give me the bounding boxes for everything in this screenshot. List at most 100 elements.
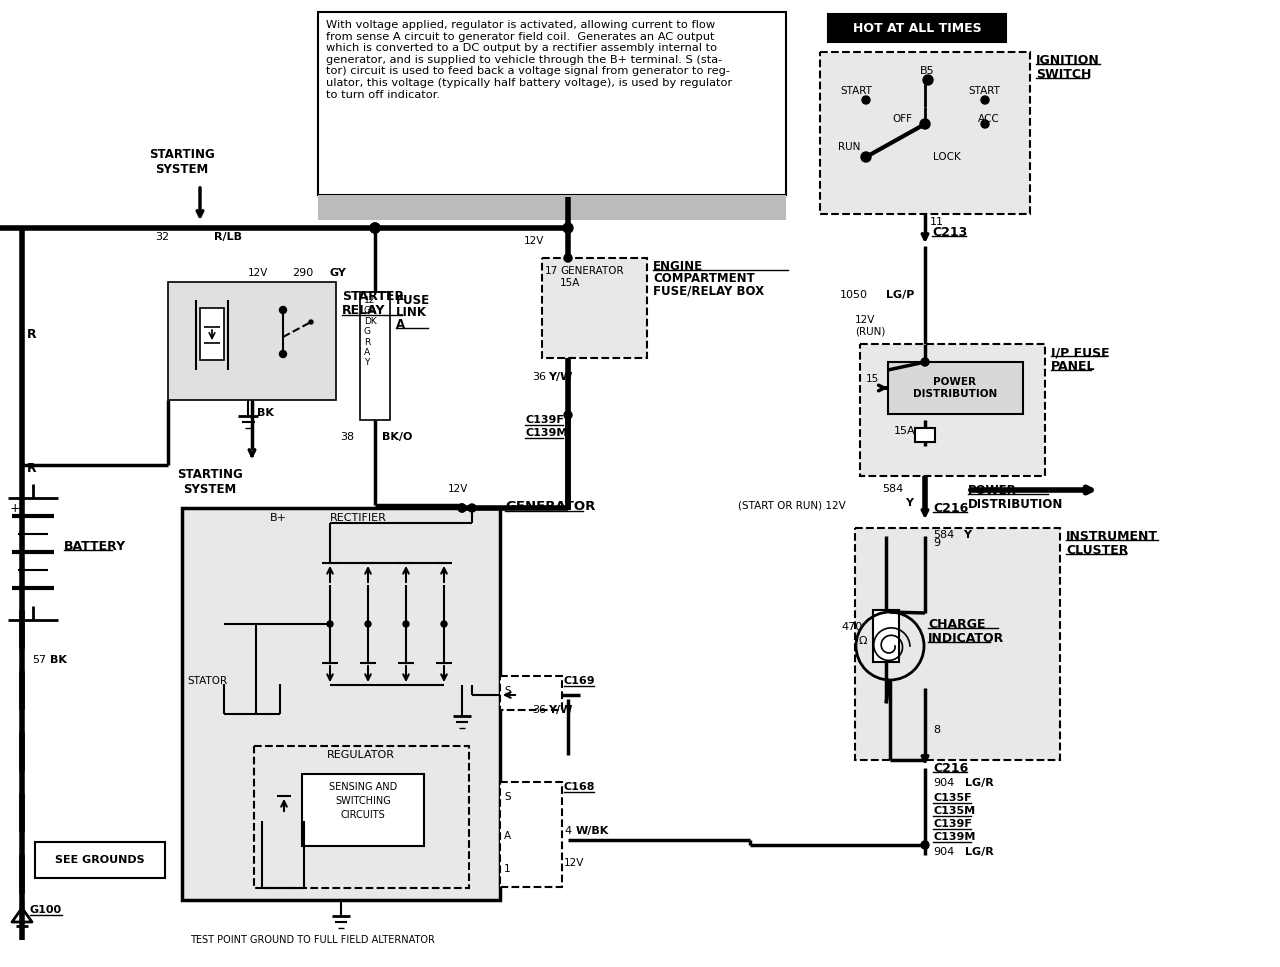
Text: BK: BK [50, 655, 67, 665]
Text: LOCK: LOCK [933, 152, 961, 162]
Circle shape [980, 96, 989, 104]
Text: GENERATOR: GENERATOR [506, 500, 595, 513]
Circle shape [980, 120, 989, 128]
Text: CHARGE: CHARGE [928, 618, 986, 631]
Text: C139F: C139F [525, 415, 564, 425]
Text: S: S [504, 792, 511, 802]
Circle shape [279, 350, 287, 358]
Text: STARTER: STARTER [342, 290, 404, 303]
Bar [317, 195, 786, 220]
Text: C135M: C135M [933, 806, 975, 816]
Bar [860, 344, 1044, 476]
Text: 290: 290 [292, 268, 314, 278]
Text: RECTIFIER: RECTIFIER [330, 513, 387, 523]
Text: C216: C216 [933, 762, 968, 775]
Circle shape [442, 621, 447, 627]
Text: W/BK: W/BK [576, 826, 609, 836]
Text: R: R [27, 328, 37, 341]
Text: BK/O: BK/O [381, 432, 412, 442]
Text: B+: B+ [270, 513, 287, 523]
Text: CIRCUITS: CIRCUITS [340, 810, 385, 820]
Text: Y/W: Y/W [548, 705, 572, 715]
Circle shape [370, 223, 380, 233]
Bar [828, 14, 1006, 42]
Text: Y: Y [963, 530, 972, 540]
Text: SWITCHING: SWITCHING [335, 796, 390, 806]
Text: BATTERY: BATTERY [64, 540, 127, 553]
Circle shape [564, 254, 572, 262]
Text: LG/R: LG/R [965, 847, 993, 857]
Bar [541, 258, 646, 358]
Text: 4: 4 [564, 826, 571, 836]
Bar [302, 774, 424, 846]
Bar [200, 308, 224, 360]
Text: 17: 17 [545, 266, 558, 276]
Bar [500, 782, 562, 887]
Text: 15: 15 [867, 374, 879, 384]
Text: IGNITION: IGNITION [1036, 54, 1100, 67]
Circle shape [922, 841, 929, 849]
Text: C169: C169 [564, 676, 595, 686]
Text: STATOR: STATOR [187, 676, 227, 686]
Text: PANEL: PANEL [1051, 360, 1096, 373]
Text: DISTRIBUTION: DISTRIBUTION [968, 498, 1064, 511]
Text: C216: C216 [933, 502, 968, 515]
Text: C139F: C139F [933, 819, 972, 829]
Circle shape [458, 504, 466, 512]
Circle shape [468, 504, 476, 512]
Text: POWER
DISTRIBUTION: POWER DISTRIBUTION [913, 377, 997, 398]
Text: START: START [840, 86, 872, 96]
Circle shape [861, 96, 870, 104]
Text: 38: 38 [340, 432, 355, 442]
Text: 8: 8 [933, 725, 940, 735]
Text: (RUN): (RUN) [855, 327, 886, 337]
Text: A: A [396, 318, 406, 331]
Text: SEE GROUNDS: SEE GROUNDS [55, 855, 145, 865]
Bar [317, 12, 786, 195]
Bar [888, 362, 1023, 414]
Text: SWITCH: SWITCH [1036, 68, 1092, 81]
Bar [873, 610, 899, 662]
Text: BK: BK [257, 408, 274, 418]
Text: RELAY: RELAY [342, 304, 385, 317]
Text: FUSE/RELAY BOX: FUSE/RELAY BOX [653, 284, 764, 297]
Circle shape [308, 320, 314, 324]
Text: A: A [504, 831, 511, 841]
Text: G100: G100 [29, 905, 63, 915]
Bar [855, 528, 1060, 760]
Text: GENERATOR: GENERATOR [561, 266, 623, 276]
Text: GY: GY [330, 268, 347, 278]
Bar [182, 508, 500, 900]
Circle shape [923, 75, 933, 85]
Text: RUN: RUN [838, 142, 860, 152]
Text: 904: 904 [933, 778, 955, 788]
Text: START: START [968, 86, 1000, 96]
Bar [915, 428, 934, 442]
Text: ENGINE: ENGINE [653, 260, 703, 273]
Bar [168, 282, 335, 400]
Text: With voltage applied, regulator is activated, allowing current to flow
from sens: With voltage applied, regulator is activ… [326, 20, 732, 100]
Bar [253, 746, 468, 888]
Bar [360, 292, 390, 420]
Text: 1: 1 [504, 864, 511, 874]
Circle shape [563, 223, 573, 233]
Text: SENSING AND: SENSING AND [329, 782, 397, 792]
Text: STARTING
SYSTEM: STARTING SYSTEM [150, 148, 215, 176]
Text: HOT AT ALL TIMES: HOT AT ALL TIMES [852, 21, 982, 35]
Text: S: S [504, 686, 511, 696]
Text: 15A: 15A [893, 426, 915, 436]
Text: FUSE: FUSE [396, 294, 430, 307]
Text: C139M: C139M [933, 832, 975, 842]
Text: 904: 904 [933, 847, 955, 857]
Text: Y/W: Y/W [548, 372, 572, 382]
Text: 12V: 12V [248, 268, 269, 278]
Circle shape [922, 358, 929, 366]
Text: R: R [27, 462, 37, 475]
Text: 1050: 1050 [840, 290, 868, 300]
Text: 12V: 12V [855, 315, 876, 325]
Text: Y: Y [905, 498, 913, 508]
Text: LG/R: LG/R [965, 778, 993, 788]
Text: C168: C168 [564, 782, 595, 792]
Text: B5: B5 [920, 66, 934, 76]
Text: 12
GA
DK
G
R
A
Y: 12 GA DK G R A Y [364, 296, 378, 367]
